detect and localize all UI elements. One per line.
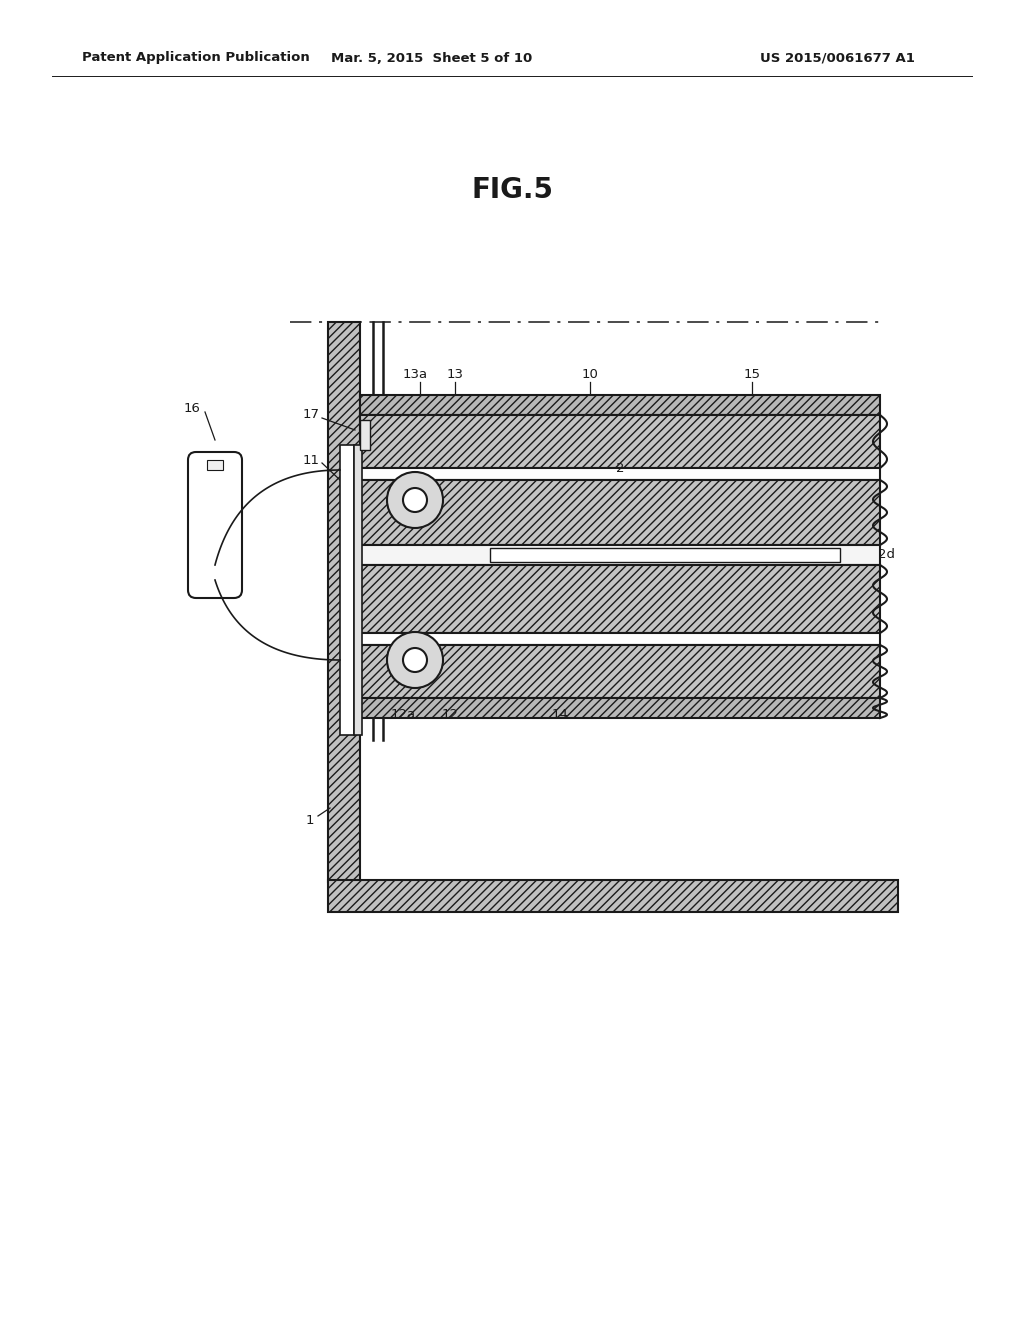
Text: 13: 13 <box>446 368 464 381</box>
Text: 14: 14 <box>552 709 568 722</box>
Bar <box>360 414 880 469</box>
Text: 11: 11 <box>303 454 319 466</box>
Bar <box>328 322 360 882</box>
Circle shape <box>387 473 443 528</box>
Text: Patent Application Publication: Patent Application Publication <box>82 51 309 65</box>
Text: 12a: 12a <box>390 709 416 722</box>
Bar <box>360 645 880 698</box>
Bar <box>360 420 370 450</box>
Bar <box>360 395 880 414</box>
Bar <box>360 480 880 545</box>
Bar <box>340 445 354 735</box>
Text: 15: 15 <box>743 368 761 381</box>
Bar <box>207 459 223 470</box>
Text: Mar. 5, 2015  Sheet 5 of 10: Mar. 5, 2015 Sheet 5 of 10 <box>332 51 532 65</box>
Text: 1: 1 <box>306 813 314 826</box>
Text: 2: 2 <box>615 462 625 474</box>
Text: 2d: 2d <box>878 549 895 561</box>
Text: US 2015/0061677 A1: US 2015/0061677 A1 <box>760 51 914 65</box>
Bar <box>328 880 898 912</box>
Circle shape <box>387 632 443 688</box>
Bar <box>360 634 880 645</box>
Circle shape <box>403 488 427 512</box>
Bar <box>490 548 840 562</box>
Circle shape <box>403 648 427 672</box>
Text: 12: 12 <box>441 709 459 722</box>
Text: 13a: 13a <box>402 368 428 381</box>
Bar <box>354 445 362 735</box>
Text: 10: 10 <box>582 368 598 381</box>
Bar <box>360 698 880 718</box>
Bar <box>360 545 880 565</box>
Text: 16: 16 <box>183 401 200 414</box>
FancyBboxPatch shape <box>188 451 242 598</box>
Bar <box>360 469 880 480</box>
Text: FIG.5: FIG.5 <box>471 176 553 205</box>
Bar <box>360 565 880 634</box>
Text: 17: 17 <box>303 408 319 421</box>
